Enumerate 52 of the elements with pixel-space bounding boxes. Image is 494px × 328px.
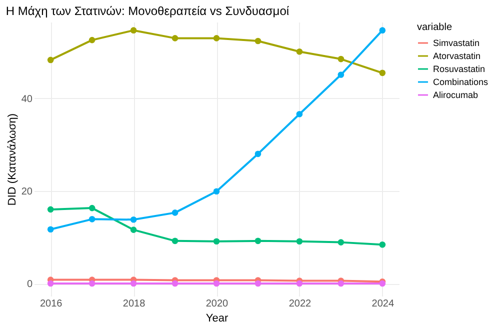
chart-title: Η Μάχη των Στατινών: Μονοθεραπεία vs Συνδυασμοί: [6, 4, 290, 18]
point: [296, 280, 303, 287]
point: [213, 238, 220, 245]
point: [213, 280, 220, 287]
y-axis-title: DID (Κατανάλωση): [6, 113, 18, 206]
point: [88, 204, 96, 212]
legend-title: variable: [417, 22, 452, 33]
point: [47, 56, 54, 64]
point: [130, 280, 137, 287]
point: [296, 110, 303, 118]
point: [130, 216, 137, 223]
x-tick-label: 2018: [122, 298, 146, 310]
legend-label: Simvastatin: [433, 38, 480, 48]
legend-label: Combinations: [433, 77, 489, 87]
point: [379, 241, 386, 248]
point: [130, 27, 137, 34]
x-axis-title: Year: [206, 312, 228, 324]
point: [254, 150, 262, 158]
x-tick-label: 2022: [288, 298, 312, 310]
point: [88, 36, 96, 44]
point: [338, 56, 344, 62]
point: [296, 48, 303, 55]
point: [379, 70, 386, 76]
y-tick-label: 0: [26, 279, 33, 290]
point: [47, 206, 54, 213]
point: [47, 280, 54, 287]
point: [172, 210, 178, 216]
point: [254, 280, 262, 287]
x-tick-label: 2020: [206, 298, 229, 310]
legend-label: Atorvastatin: [433, 51, 481, 61]
x-tick-label: 2016: [40, 298, 63, 310]
y-tick-label: 40: [21, 94, 33, 105]
point: [88, 280, 96, 287]
point: [338, 239, 344, 246]
point: [379, 27, 386, 34]
point: [254, 38, 262, 44]
point: [338, 72, 344, 78]
point: [130, 226, 137, 233]
y-tick-label: 20: [21, 186, 33, 198]
point: [213, 188, 220, 195]
point: [254, 238, 262, 244]
point: [296, 238, 303, 245]
point: [172, 35, 178, 42]
x-tick-label: 2024: [372, 298, 394, 310]
point: [172, 280, 178, 287]
legend-label: Rosuvastatin: [433, 64, 486, 74]
point: [338, 280, 344, 287]
point: [213, 35, 220, 42]
point: [47, 226, 54, 233]
point: [88, 216, 96, 222]
legend-label: Alirocumab: [433, 90, 478, 100]
point: [172, 238, 178, 244]
